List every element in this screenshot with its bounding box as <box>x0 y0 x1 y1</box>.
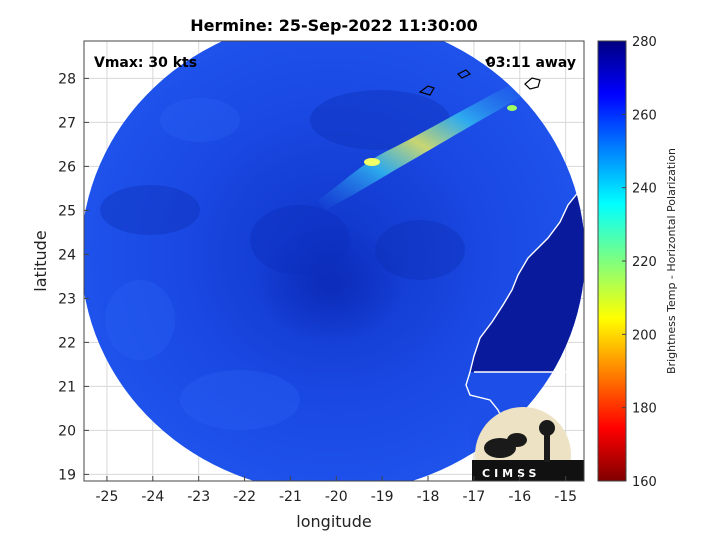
x-tick-label: -25 <box>95 489 118 505</box>
x-tick-label: -18 <box>417 489 440 505</box>
x-tick-label: -24 <box>141 489 164 505</box>
x-tick-label: -21 <box>279 489 302 505</box>
islands <box>418 57 541 96</box>
x-tick-label: -16 <box>508 489 531 505</box>
x-tick-label: -22 <box>233 489 256 505</box>
coastline <box>465 169 584 426</box>
colorbar-tick-label: 160 <box>632 475 657 490</box>
chart-title: Hermine: 25-Sep-2022 11:30:00 <box>190 16 478 35</box>
storm-swirl <box>255 225 405 345</box>
y-tick-label: 25 <box>58 203 76 219</box>
colorbar-tick-label: 200 <box>632 328 657 343</box>
y-tick-label: 27 <box>58 115 76 131</box>
y-tick-label: 26 <box>58 159 76 175</box>
colorbar-tick-label: 220 <box>632 255 657 270</box>
time-away-label: 03:11 away <box>486 55 576 71</box>
vmax-label: Vmax: 30 kts <box>94 55 197 71</box>
colorbar-label: Brightness Temp - Horizontal Polarizatio… <box>665 148 678 374</box>
y-tick-label: 24 <box>58 247 76 263</box>
x-ticks: -25 -24 -23 -22 -21 -20 -19 -18 -17 -16 -15 <box>95 476 577 505</box>
colorbar <box>597 40 627 482</box>
x-tick-label: -23 <box>187 489 210 505</box>
y-tick-label: 22 <box>58 335 76 351</box>
cloud-texture <box>100 90 465 430</box>
cimss-logo: CIMSS <box>472 407 584 481</box>
y-tick-label: 23 <box>58 291 76 307</box>
hot-spot-2 <box>507 105 517 111</box>
y-ticks: 19 20 21 22 23 24 25 26 27 28 <box>58 71 89 483</box>
y-tick-label: 20 <box>58 423 76 439</box>
colorbar-ticks: 160 180 200 220 240 260 280 <box>622 35 657 490</box>
y-tick-label: 28 <box>58 71 76 87</box>
y-axis-label: latitude <box>31 230 50 291</box>
x-tick-label: -17 <box>462 489 485 505</box>
colorbar-tick-label: 280 <box>632 35 657 50</box>
convective-band <box>318 80 525 210</box>
colorbar-tick-label: 180 <box>632 402 657 417</box>
land-region <box>470 170 584 372</box>
colorbar-tick-label: 240 <box>632 182 657 197</box>
y-tick-label: 21 <box>58 379 76 395</box>
hot-spot <box>364 158 380 166</box>
x-tick-label: -15 <box>554 489 577 505</box>
x-tick-label: -20 <box>325 489 348 505</box>
x-axis-label: longitude <box>296 512 371 531</box>
storm-core <box>250 205 350 275</box>
axes-border <box>83 40 585 482</box>
y-tick-label: 19 <box>58 467 76 483</box>
logo-text: CIMSS <box>482 467 540 480</box>
x-tick-label: -19 <box>371 489 394 505</box>
colorbar-tick-label: 260 <box>632 108 657 123</box>
